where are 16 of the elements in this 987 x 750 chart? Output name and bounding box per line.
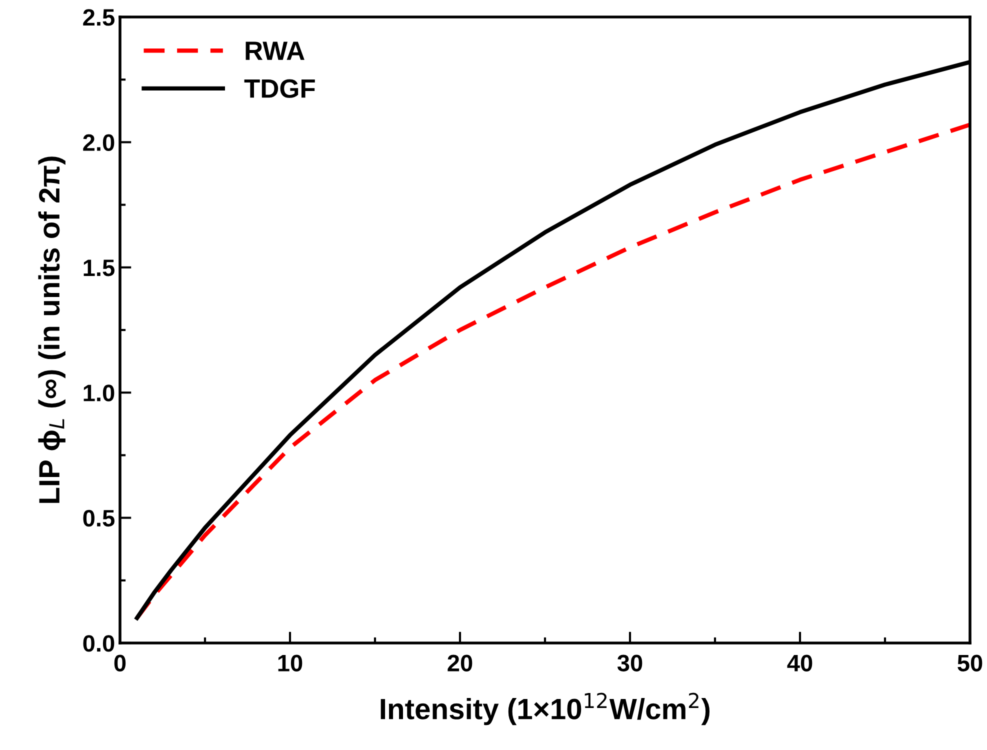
x-tick-label: 30 — [617, 654, 642, 672]
y-axis-title: LIP ϕ$_{L}$ (∞) (in units of 2π) — [38, 156, 66, 503]
y-tick-label: 1.0 — [84, 384, 114, 402]
x-tick-label: 10 — [278, 654, 302, 672]
y-tick-label: 2.5 — [83, 9, 114, 26]
x-axis-title: Intensity (1×10$^{12}$W/cm$^{2}$) — [380, 692, 710, 726]
legend-label: RWA — [246, 42, 304, 60]
y-tick-label: 1.5 — [84, 260, 114, 276]
y-tick-label: 0.0 — [83, 635, 114, 652]
y-tick-label: 2.0 — [83, 134, 114, 151]
x-tick-label: 50 — [958, 654, 982, 672]
y-tick-label: 0.5 — [83, 510, 114, 527]
x-tick-label: 20 — [448, 654, 472, 672]
legend-label: TDGF — [244, 79, 315, 98]
x-tick-label: 40 — [787, 654, 812, 672]
x-tick-label: 0 — [114, 654, 126, 672]
